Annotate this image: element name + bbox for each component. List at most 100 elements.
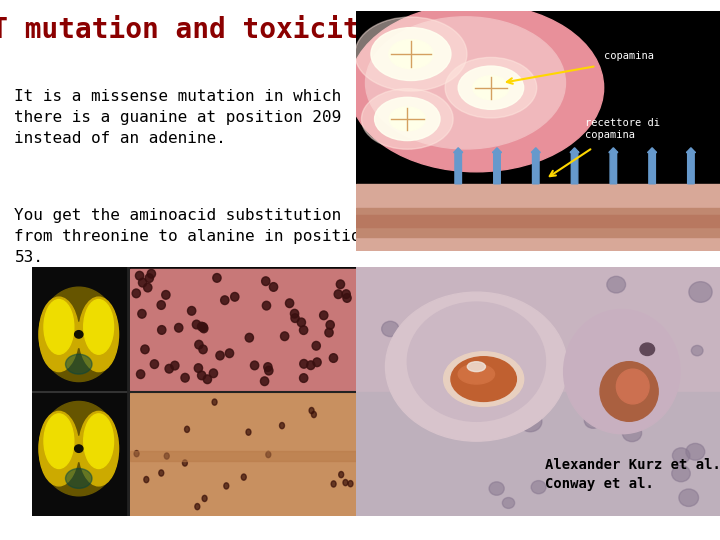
Ellipse shape: [39, 287, 119, 382]
Ellipse shape: [216, 351, 224, 360]
Ellipse shape: [199, 324, 208, 333]
Text: copamina: copamina: [603, 51, 654, 61]
Ellipse shape: [361, 89, 453, 149]
Ellipse shape: [336, 280, 345, 289]
Ellipse shape: [458, 66, 523, 109]
Ellipse shape: [269, 282, 278, 291]
FancyArrow shape: [454, 148, 463, 184]
FancyArrow shape: [492, 148, 502, 184]
Ellipse shape: [184, 426, 189, 433]
Ellipse shape: [672, 465, 690, 482]
Ellipse shape: [473, 76, 509, 99]
Ellipse shape: [241, 474, 246, 480]
Ellipse shape: [408, 302, 546, 421]
Ellipse shape: [158, 326, 166, 334]
Ellipse shape: [75, 445, 83, 453]
Ellipse shape: [281, 332, 289, 341]
Ellipse shape: [144, 476, 149, 483]
Ellipse shape: [171, 361, 179, 370]
Bar: [59, 436, 99, 461]
Ellipse shape: [622, 424, 642, 442]
Ellipse shape: [285, 299, 294, 308]
Ellipse shape: [503, 497, 515, 508]
Text: recettore di
copamina: recettore di copamina: [585, 118, 660, 140]
Ellipse shape: [444, 352, 523, 407]
Ellipse shape: [427, 386, 444, 401]
Ellipse shape: [300, 360, 308, 368]
Ellipse shape: [349, 4, 603, 172]
Ellipse shape: [150, 360, 158, 368]
Ellipse shape: [342, 290, 351, 299]
Ellipse shape: [194, 364, 202, 373]
Bar: [356, 184, 720, 251]
Ellipse shape: [261, 277, 270, 286]
Ellipse shape: [603, 400, 627, 422]
Ellipse shape: [418, 330, 435, 345]
Ellipse shape: [174, 323, 183, 332]
Ellipse shape: [452, 395, 468, 409]
Ellipse shape: [691, 346, 703, 356]
Ellipse shape: [564, 309, 680, 434]
Ellipse shape: [162, 291, 170, 299]
Ellipse shape: [159, 470, 163, 476]
Bar: [356, 215, 720, 227]
Ellipse shape: [343, 480, 348, 485]
Ellipse shape: [313, 358, 321, 367]
Text: A53T mutation and toxicity in dopaminergic neurons: A53T mutation and toxicity in dopaminerg…: [0, 15, 720, 44]
Ellipse shape: [311, 411, 316, 417]
Ellipse shape: [138, 309, 146, 318]
Text: It is a missense mutation in which
there is a guanine at position 209
instead of: It is a missense mutation in which there…: [14, 89, 342, 146]
Ellipse shape: [467, 362, 485, 372]
Ellipse shape: [343, 294, 351, 302]
Ellipse shape: [197, 322, 206, 331]
Ellipse shape: [312, 341, 320, 350]
Ellipse shape: [199, 345, 207, 354]
Ellipse shape: [230, 293, 239, 301]
Ellipse shape: [197, 371, 206, 380]
Ellipse shape: [246, 333, 253, 342]
Ellipse shape: [84, 300, 114, 354]
Ellipse shape: [461, 390, 482, 409]
Ellipse shape: [329, 354, 338, 362]
Ellipse shape: [44, 300, 73, 354]
Ellipse shape: [348, 481, 353, 487]
FancyArrow shape: [531, 148, 540, 184]
Ellipse shape: [84, 414, 114, 469]
Ellipse shape: [212, 399, 217, 405]
Ellipse shape: [78, 297, 119, 372]
Bar: [356, 208, 720, 237]
Ellipse shape: [182, 460, 187, 466]
Ellipse shape: [246, 429, 251, 435]
Ellipse shape: [320, 311, 328, 320]
Ellipse shape: [141, 345, 149, 354]
Ellipse shape: [143, 283, 152, 292]
Ellipse shape: [66, 469, 92, 488]
Ellipse shape: [616, 369, 649, 404]
Ellipse shape: [261, 377, 269, 386]
Ellipse shape: [157, 301, 166, 309]
Ellipse shape: [300, 326, 307, 334]
Ellipse shape: [309, 408, 314, 414]
Ellipse shape: [145, 274, 153, 282]
Ellipse shape: [138, 278, 147, 287]
Ellipse shape: [220, 296, 229, 305]
Ellipse shape: [617, 346, 634, 362]
FancyArrow shape: [647, 148, 657, 184]
Ellipse shape: [686, 443, 705, 460]
Ellipse shape: [262, 301, 271, 310]
Ellipse shape: [607, 276, 626, 293]
Ellipse shape: [195, 503, 200, 510]
Ellipse shape: [44, 414, 73, 469]
Ellipse shape: [297, 318, 305, 327]
Ellipse shape: [187, 307, 196, 315]
Ellipse shape: [451, 357, 516, 401]
Ellipse shape: [307, 361, 315, 369]
Ellipse shape: [689, 282, 712, 302]
Ellipse shape: [366, 17, 565, 149]
Text: Alexander Kurz et al.
Conway et al.: Alexander Kurz et al. Conway et al.: [546, 458, 720, 491]
Ellipse shape: [503, 353, 522, 370]
FancyArrow shape: [609, 148, 618, 184]
Ellipse shape: [224, 483, 229, 489]
Ellipse shape: [458, 364, 495, 384]
Ellipse shape: [192, 320, 201, 329]
